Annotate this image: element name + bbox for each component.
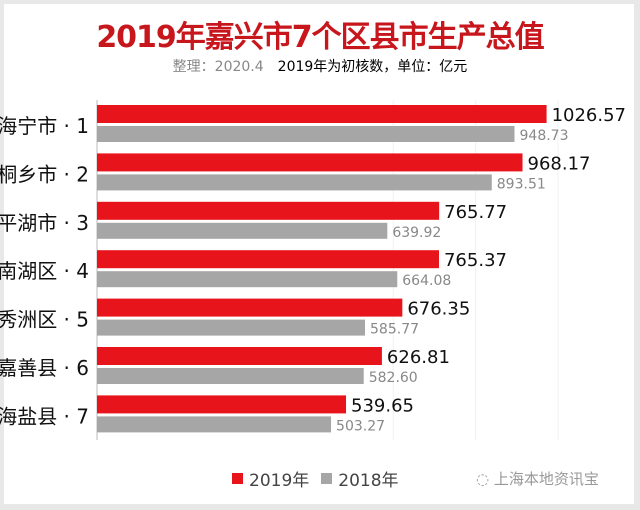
category-label: 海宁市 · 1 — [0, 114, 89, 138]
data-label-2019: 1026.57 — [552, 105, 626, 126]
category-label: 平湖市 · 3 — [0, 211, 89, 235]
bar-2018 — [97, 174, 492, 191]
data-label-2019: 765.37 — [444, 250, 507, 271]
data-label-2018: 503.27 — [336, 418, 385, 434]
category-label: 秀洲区 · 5 — [0, 308, 89, 332]
data-label-2018: 585.77 — [370, 322, 419, 338]
legend-label-2019: 2019年 — [249, 471, 310, 491]
category-label: 桐乡市 · 2 — [0, 162, 89, 186]
bar-2019 — [97, 105, 547, 123]
bar-2019 — [97, 347, 382, 365]
legend: 2019年 2018年 — [232, 466, 399, 491]
bar-2018 — [97, 319, 366, 336]
watermark: ◌ 上海本地资讯宝 — [476, 470, 599, 488]
data-label-2018: 639.92 — [392, 225, 441, 241]
chart-subtitle: 整理：2020.4 2019年为初核数，单位：亿元 — [0, 56, 640, 76]
bar-2018 — [97, 368, 364, 384]
legend-swatch-2018 — [321, 473, 333, 484]
category-label: 南湖区 · 4 — [0, 259, 89, 283]
data-label-2019: 968.17 — [528, 153, 591, 174]
data-label-2018: 948.73 — [520, 128, 569, 144]
legend-label-2018: 2018年 — [338, 471, 399, 491]
data-label-2019: 626.81 — [387, 347, 450, 368]
data-label-2018: 893.51 — [497, 176, 546, 192]
bar-2019 — [97, 250, 439, 269]
bar-2018 — [97, 416, 332, 433]
bar-2018 — [97, 126, 515, 142]
bar-2019 — [97, 395, 347, 414]
subtitle-note: 整理：2020.4 — [172, 59, 264, 75]
wechat-icon: ◌ — [476, 470, 494, 488]
legend-swatch-2019 — [232, 473, 243, 484]
data-label-2018: 664.08 — [402, 273, 451, 289]
data-label-2019: 676.35 — [407, 299, 470, 320]
data-label-2018: 582.60 — [369, 370, 418, 386]
bar-2019 — [97, 298, 403, 317]
chart-title: 2019年嘉兴市7个区县市生产总值 — [96, 20, 544, 55]
category-label: 嘉善县 · 6 — [0, 356, 89, 380]
bar-2019 — [97, 201, 440, 220]
category-label: 海盐县 · 7 — [0, 404, 89, 428]
bar-2019 — [97, 153, 523, 172]
data-label-2019: 539.65 — [351, 395, 414, 416]
subtitle-text: 2019年为初核数，单位：亿元 — [277, 59, 468, 75]
bar-2018 — [97, 271, 398, 288]
data-label-2019: 765.77 — [444, 202, 507, 223]
bar-2018 — [97, 222, 388, 239]
